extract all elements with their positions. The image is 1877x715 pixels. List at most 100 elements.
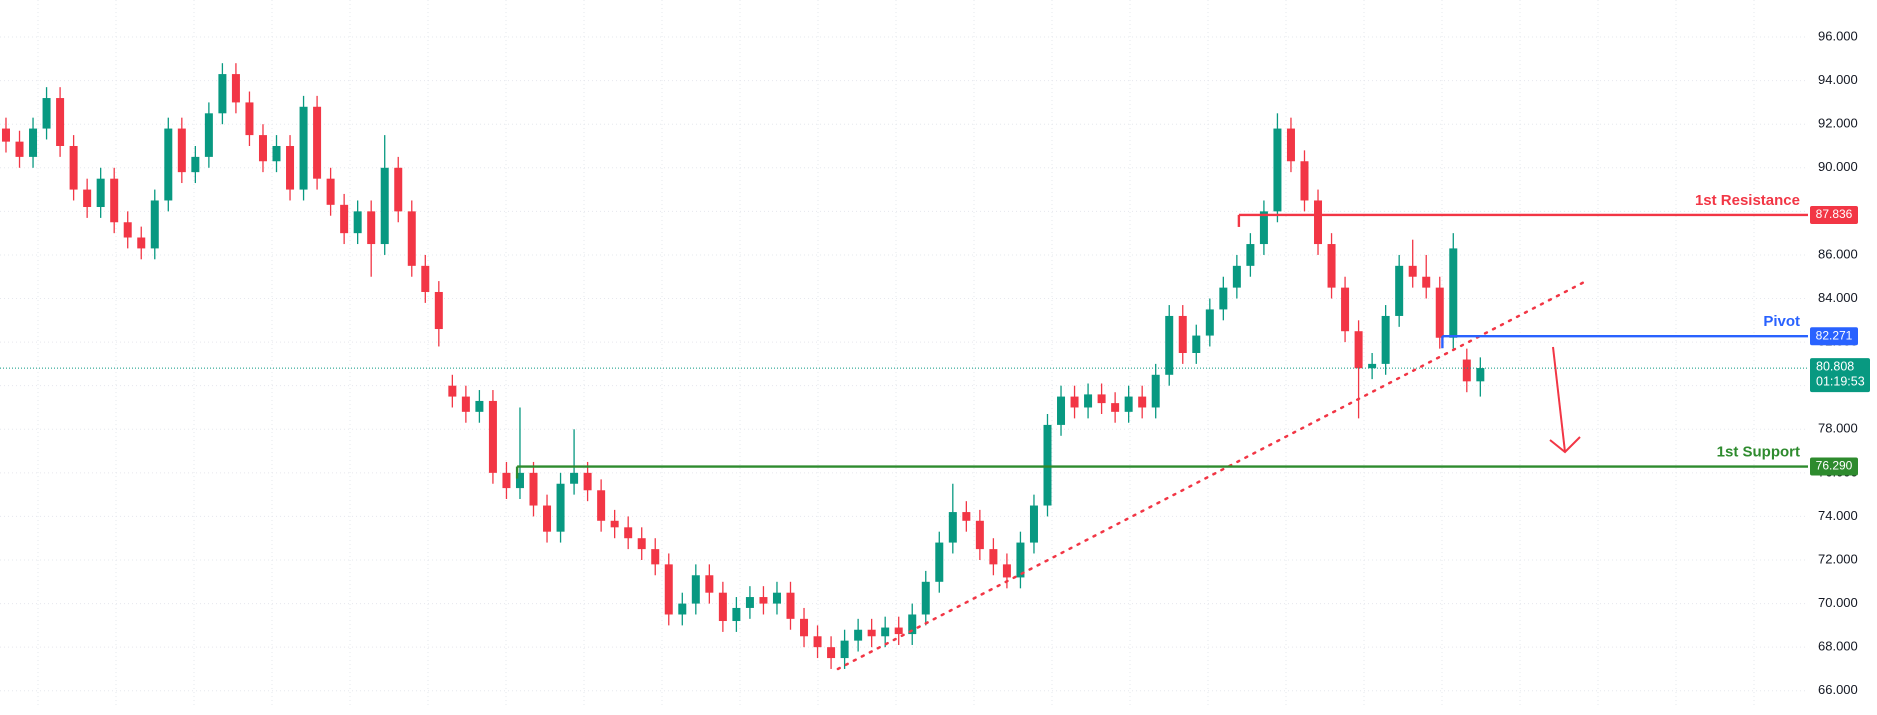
candle-body xyxy=(1070,396,1079,408)
candle-body xyxy=(908,614,917,635)
candle-body xyxy=(1368,363,1377,369)
candle-body xyxy=(326,178,335,205)
candle-body xyxy=(1422,276,1431,288)
candle-body xyxy=(29,128,38,157)
candle-body xyxy=(718,592,727,622)
y-tick-label: 72.000 xyxy=(1818,551,1858,566)
candle-body xyxy=(678,603,687,615)
y-tick-label: 92.000 xyxy=(1818,116,1858,131)
price-badge xyxy=(1810,205,1858,224)
candle-body xyxy=(340,204,349,234)
candle-body xyxy=(1435,287,1444,338)
candle-body xyxy=(218,74,227,114)
candle-body xyxy=(1165,315,1174,375)
candle-body xyxy=(624,527,633,539)
candle-body xyxy=(394,167,403,212)
candle-body xyxy=(772,592,781,604)
candle-body xyxy=(664,564,673,615)
candle-body xyxy=(1232,265,1241,288)
candle-body xyxy=(1111,403,1120,412)
candle-body xyxy=(1395,265,1404,316)
candle-body xyxy=(1314,200,1323,245)
candle-body xyxy=(15,141,24,157)
candle-body xyxy=(1381,315,1390,364)
y-tick-label: 68.000 xyxy=(1818,639,1858,654)
trendline xyxy=(836,279,1588,671)
y-tick-label: 94.000 xyxy=(1818,72,1858,87)
candle-body xyxy=(299,106,308,190)
candle-body xyxy=(367,211,376,245)
candle-body xyxy=(56,98,65,146)
candle-body xyxy=(800,618,809,637)
candle-body xyxy=(556,483,565,532)
candle-body xyxy=(1124,396,1133,412)
candle-body xyxy=(1462,359,1471,382)
y-tick-label: 90.000 xyxy=(1818,159,1858,174)
candle-body xyxy=(732,607,741,622)
candle-body xyxy=(448,385,457,397)
candle-body xyxy=(380,167,389,245)
candle-body xyxy=(597,490,606,521)
candle-body xyxy=(434,291,443,330)
candle-body xyxy=(488,400,497,473)
candle-body xyxy=(1043,424,1052,506)
y-tick-label: 96.000 xyxy=(1818,28,1858,43)
y-tick-label: 78.000 xyxy=(1818,421,1858,436)
candle-body xyxy=(286,145,295,190)
candle-body xyxy=(1476,368,1485,382)
candle-body xyxy=(1408,265,1417,277)
price-badge-label: 82.271 xyxy=(1816,328,1853,342)
candle-body xyxy=(515,472,524,489)
candle-body xyxy=(813,636,822,648)
candle-body xyxy=(137,237,146,249)
overlay: 66.00068.00070.00072.00074.00076.00078.0… xyxy=(0,28,1870,697)
level-label: 1st Resistance xyxy=(1695,192,1800,209)
candle-body xyxy=(42,98,51,129)
candle-body xyxy=(475,400,484,412)
candle-body xyxy=(407,211,416,266)
candle-body xyxy=(502,472,511,489)
price-badge xyxy=(1810,327,1858,346)
candle-body xyxy=(1259,211,1268,245)
last-price-badge xyxy=(1810,358,1870,393)
candle-body xyxy=(191,156,200,173)
candle-body xyxy=(245,102,254,136)
candle-body xyxy=(177,128,186,173)
candle-body xyxy=(110,178,119,223)
candle-body xyxy=(1449,248,1458,338)
candle-body xyxy=(421,265,430,292)
candle-body xyxy=(610,520,619,528)
candle-body xyxy=(1138,396,1147,408)
candle-body xyxy=(570,472,579,484)
level-label: 1st Support xyxy=(1717,443,1800,460)
candle-body xyxy=(1341,287,1350,332)
candle-body xyxy=(272,145,281,162)
forecast-arrow xyxy=(1549,346,1581,454)
grid xyxy=(0,0,1808,706)
y-tick-label: 86.000 xyxy=(1818,246,1858,261)
price-badge-label: 87.836 xyxy=(1816,207,1853,221)
y-tick-label: 84.000 xyxy=(1818,290,1858,305)
candle-body xyxy=(1246,244,1255,266)
candle-body xyxy=(637,538,646,550)
price-badge-label: 76.290 xyxy=(1816,459,1853,473)
candle-body xyxy=(651,549,660,565)
candle-body xyxy=(1219,287,1228,310)
candle-body xyxy=(854,629,863,641)
candle-body xyxy=(867,629,876,637)
candle-body xyxy=(96,178,105,208)
last-price-label: 80.808 xyxy=(1816,359,1854,373)
candle-body xyxy=(258,135,267,162)
price-badge xyxy=(1810,457,1858,476)
candle-body xyxy=(1029,505,1038,543)
candle-body xyxy=(705,575,714,593)
y-tick-label: 74.000 xyxy=(1818,508,1858,523)
candle-body xyxy=(1057,396,1066,425)
candle-body xyxy=(921,581,930,615)
candle-body xyxy=(881,627,890,637)
candle-body xyxy=(543,505,552,532)
candle-body xyxy=(827,647,836,659)
candle-body xyxy=(989,549,998,565)
candle-body xyxy=(1300,161,1309,201)
